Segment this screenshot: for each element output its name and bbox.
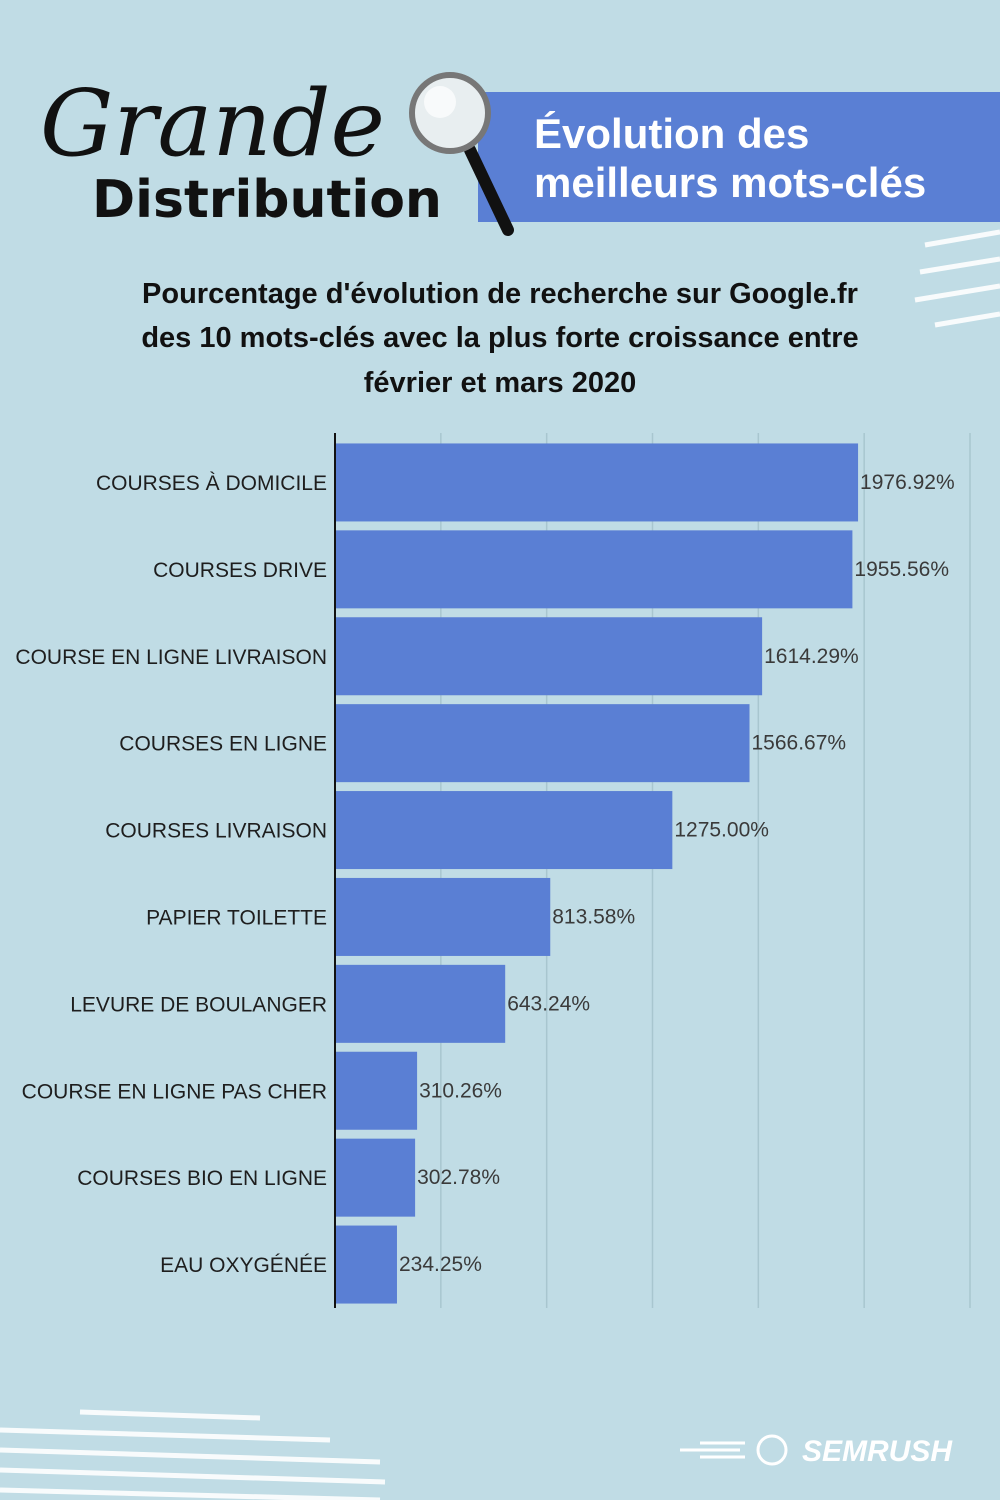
logo-text: SEMRUSH (802, 1435, 953, 1468)
plot: COURSES À DOMICILE 1976.92% COURSES DRIVE 1… (15, 433, 971, 1308)
value-label: 813.58% (552, 905, 635, 928)
magnifier-icon (409, 72, 514, 236)
bar (335, 617, 763, 696)
category-label: EAU OXYGÉNÉE (160, 1254, 327, 1277)
banner-line: meilleurs mots-clés (534, 159, 926, 206)
bar (335, 964, 506, 1043)
category-label: COURSES À DOMICILE (96, 472, 327, 495)
value-label: 302.78% (417, 1166, 500, 1189)
bar (335, 1138, 416, 1217)
category-label: LEVURE DE BOULANGER (70, 993, 327, 1016)
category-label: COURSES LIVRAISON (105, 820, 327, 843)
bar (335, 704, 750, 783)
chart-title: des 10 mots-clés avec la plus forte croi… (141, 322, 858, 354)
bar (335, 443, 859, 522)
category-label: COURSES EN LIGNE (119, 733, 327, 756)
bar (335, 791, 673, 870)
header-script: Grande (40, 70, 385, 177)
chart-title: février et mars 2020 (364, 367, 636, 399)
header-word: Distribution (92, 170, 442, 230)
banner-line: Évolution des (534, 110, 809, 157)
bar (335, 1051, 418, 1130)
value-label: 643.24% (507, 992, 590, 1015)
stripes (0, 202, 1000, 1500)
category-label: COURSE EN LIGNE PAS CHER (22, 1080, 327, 1103)
value-label: 234.25% (399, 1253, 482, 1276)
category-label: COURSE EN LIGNE LIVRAISON (15, 646, 327, 669)
bar (335, 1225, 397, 1304)
value-label: 1976.92% (860, 471, 955, 494)
bar (335, 877, 551, 956)
chart-title: Pourcentage d'évolution de recherche sur… (142, 278, 858, 310)
value-label: 310.26% (419, 1079, 502, 1102)
value-label: 1275.00% (674, 819, 769, 842)
banner-bg (478, 92, 1000, 222)
category-label: PAPIER TOILETTE (146, 906, 327, 929)
bar (335, 530, 853, 609)
value-label: 1955.56% (854, 558, 949, 581)
logo: SEMRUSH (680, 1434, 953, 1468)
category-label: COURSES DRIVE (153, 559, 327, 582)
value-label: 1614.29% (764, 645, 859, 668)
category-label: COURSES BIO EN LIGNE (77, 1167, 327, 1190)
value-label: 1566.67% (752, 732, 847, 755)
